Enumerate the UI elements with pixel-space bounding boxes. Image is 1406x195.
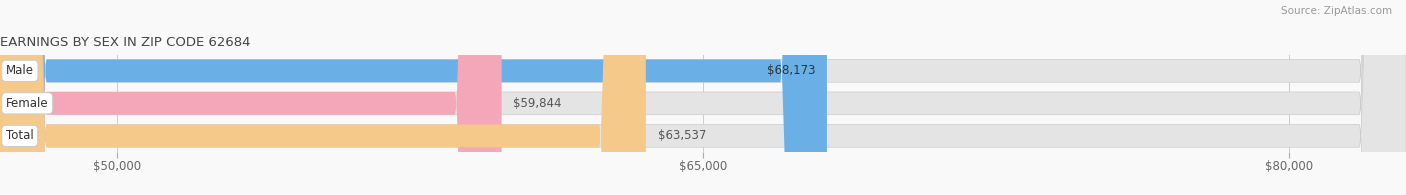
Text: $68,173: $68,173 [766,64,815,77]
Text: $63,537: $63,537 [658,129,706,142]
Text: Male: Male [6,64,34,77]
FancyBboxPatch shape [0,0,645,195]
FancyBboxPatch shape [0,0,502,195]
Text: Total: Total [6,129,34,142]
Text: $59,844: $59,844 [513,97,562,110]
Text: EARNINGS BY SEX IN ZIP CODE 62684: EARNINGS BY SEX IN ZIP CODE 62684 [0,36,250,49]
Text: Female: Female [6,97,48,110]
Text: Source: ZipAtlas.com: Source: ZipAtlas.com [1281,6,1392,16]
FancyBboxPatch shape [0,0,827,195]
